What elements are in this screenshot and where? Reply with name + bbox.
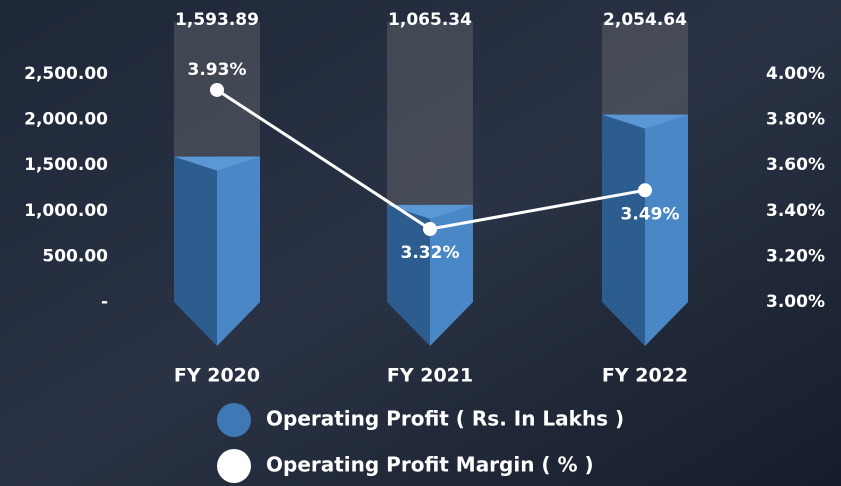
y-tick-label: 500.00 [42, 246, 108, 266]
y2-tick-label: 3.80% [766, 110, 825, 130]
x-tick-label: FY 2021 [387, 365, 473, 387]
line-point [638, 183, 652, 197]
value-label: 3.93% [188, 60, 247, 80]
value-label: 1,593.89 [175, 10, 259, 30]
value-label: 3.32% [401, 243, 460, 263]
y-tick-label: 1,000.00 [24, 201, 108, 221]
y-tick-label: - [101, 292, 108, 312]
legend-label: Operating Profit Margin ( % ) [266, 453, 594, 477]
chart: - 500.00 1,000.00 1,500.00 2,000.00 2,500.00 3… [0, 0, 841, 486]
y2-tick-label: 3.60% [766, 155, 825, 175]
y-tick-label: 2,000.00 [24, 110, 108, 130]
y2-tick-label: 3.20% [766, 246, 825, 266]
bar [602, 115, 688, 346]
x-tick-label: FY 2020 [174, 365, 260, 387]
y2-tick-label: 4.00% [766, 64, 825, 84]
x-tick-label: FY 2022 [602, 365, 688, 387]
value-label: 1,065.34 [388, 10, 472, 30]
line-point [210, 83, 224, 97]
bar-shadow [387, 22, 473, 205]
y2-tick-label: 3.40% [766, 201, 825, 221]
bar-shadow [602, 22, 688, 115]
value-label: 3.49% [621, 204, 680, 224]
legend-label: Operating Profit ( Rs. In Lakhs ) [266, 407, 624, 431]
y-tick-label: 2,500.00 [24, 64, 108, 84]
y-tick-label: 1,500.00 [24, 155, 108, 175]
value-label: 2,054.64 [603, 10, 687, 30]
legend-marker [217, 449, 251, 483]
legend-marker [217, 403, 251, 437]
line-point [423, 222, 437, 236]
y2-tick-label: 3.00% [766, 292, 825, 312]
